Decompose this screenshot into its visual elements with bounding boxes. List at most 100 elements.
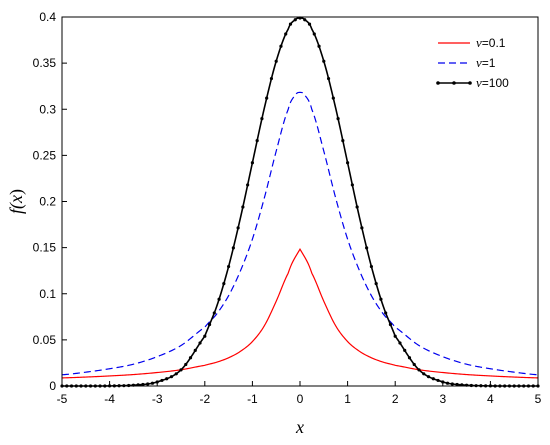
series-marker (455, 382, 459, 387)
series-marker (160, 378, 164, 383)
plot-frame (61, 16, 539, 387)
series-marker (188, 356, 193, 360)
series-marker (179, 368, 183, 372)
series-marker (260, 117, 264, 121)
series-marker (379, 297, 383, 301)
legend-value: =1 (482, 56, 496, 70)
series-marker (241, 205, 245, 209)
legend-symbol: ν (476, 55, 482, 70)
legend-label: ν=0.1 (476, 35, 506, 50)
series-marker (222, 282, 226, 286)
series-marker (445, 381, 450, 385)
series-marker (388, 322, 393, 327)
x-tick-label: 5 (535, 392, 542, 406)
series-marker (312, 32, 316, 36)
series-marker (326, 76, 331, 81)
series-marker (417, 368, 421, 372)
y-tick-label: 0.2 (39, 195, 56, 209)
legend-marker (452, 81, 456, 85)
series-marker (422, 372, 426, 376)
series-marker (350, 183, 354, 187)
legend-symbol: ν (476, 35, 482, 50)
series-marker (426, 375, 431, 379)
series-marker (336, 117, 340, 121)
series-marker (236, 226, 240, 230)
y-tick-label: 0 (49, 379, 56, 393)
series-marker (184, 362, 188, 367)
legend-value: =100 (482, 76, 509, 90)
legend-label: ν=1 (476, 55, 496, 70)
series-marker (412, 362, 416, 367)
series-marker (331, 96, 335, 100)
series-marker (212, 311, 216, 315)
x-tick-label: -4 (104, 392, 115, 406)
series-marker (450, 382, 454, 386)
series-marker (293, 18, 297, 22)
x-tick-label: -2 (199, 392, 210, 406)
series-marker (288, 22, 293, 26)
y-tick-label: 0.35 (33, 56, 57, 70)
series-marker (127, 383, 131, 388)
series-marker (174, 372, 178, 376)
legend-marker (436, 81, 440, 85)
y-tick-label: 0.25 (33, 148, 57, 162)
x-tick-label: -3 (152, 392, 163, 406)
series-marker (246, 183, 250, 187)
legend-entry: ν=1 (438, 55, 496, 70)
series-marker (217, 297, 221, 301)
legend: ν=0.1 ν=1 ν=100 (436, 35, 509, 90)
series-marker (141, 382, 145, 387)
series-marker (403, 348, 407, 353)
series-marker (407, 356, 412, 360)
series-marker (269, 76, 274, 81)
ticks-layer: -5 -4 -3 -2 -1 0 1 2 3 4 5 0 0.05 0.1 0.15 0.2 0.25 0.3 0.… (33, 10, 542, 406)
series-marker (436, 378, 440, 383)
series-line (61, 248, 539, 379)
legend-value: =0.1 (482, 36, 506, 50)
series-line (62, 17, 538, 387)
series-marker (227, 264, 231, 269)
x-tick-label: 1 (344, 392, 351, 406)
x-tick-label: 3 (439, 392, 446, 406)
series-marker (279, 44, 283, 48)
y-tick-label: 0.4 (39, 10, 56, 24)
series-marker (374, 282, 378, 286)
series-marker (250, 161, 254, 165)
legend-entry: ν=100 (436, 75, 509, 90)
series-marker (365, 246, 369, 250)
x-tick-label: 0 (297, 392, 304, 406)
y-axis-label-suffix: ) (6, 189, 27, 195)
y-axis-label-prefix: f( (6, 202, 27, 214)
series-marker (322, 59, 326, 63)
series-marker (341, 138, 345, 143)
series-marker (384, 311, 388, 315)
series-marker (150, 381, 155, 385)
y-tick-label: 0.05 (33, 333, 57, 347)
series-marker (431, 377, 435, 381)
series-marker (231, 246, 235, 250)
legend-marker (468, 81, 472, 85)
series-marker (369, 264, 373, 269)
series-marker (274, 59, 278, 63)
series-marker (393, 334, 397, 338)
series-marker (169, 375, 174, 379)
x-tick-label: -1 (247, 392, 258, 406)
series-marker (146, 382, 150, 386)
y-tick-label: 0.3 (39, 102, 56, 116)
series-marker (303, 18, 307, 22)
series-marker (265, 96, 269, 100)
series-marker (360, 226, 364, 230)
legend-label: ν=100 (476, 75, 509, 90)
series-marker (284, 32, 288, 36)
series-marker (198, 341, 202, 345)
y-axis-label-var: x (6, 195, 26, 204)
x-tick-label: -5 (57, 392, 68, 406)
series-marker (355, 205, 359, 209)
y-tick-label: 0.1 (39, 287, 56, 301)
series-marker (307, 22, 312, 26)
series-layer (60, 16, 540, 388)
series-marker (207, 322, 212, 327)
series-marker (346, 161, 350, 165)
y-tick-label: 0.15 (33, 241, 57, 255)
y-axis-label: f(x) (6, 189, 27, 214)
